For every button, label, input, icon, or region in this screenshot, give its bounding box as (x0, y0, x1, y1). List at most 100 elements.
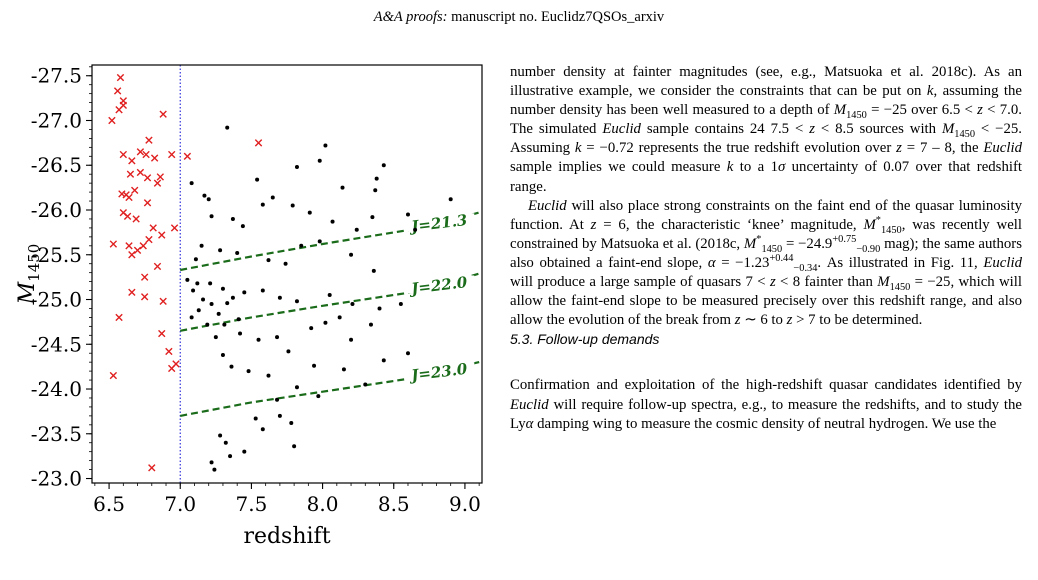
contour-label-bg (404, 213, 475, 232)
cross-marker (156, 173, 165, 181)
dot-marker (240, 224, 245, 229)
y-tick-label: -26.0 (31, 198, 82, 222)
dot-marker (208, 281, 213, 286)
dot-marker (275, 397, 280, 402)
cross-marker (133, 246, 142, 254)
dot-marker (218, 433, 223, 438)
y-tick-label: -23.5 (31, 422, 82, 446)
dot-marker (363, 382, 368, 387)
paragraph-follow-up: Confirmation and exploitation of the hig… (510, 377, 1022, 432)
dot-marker (381, 163, 386, 168)
dot-marker (238, 331, 243, 336)
dot-marker (294, 165, 299, 170)
cross-marker (145, 136, 153, 144)
x-tick-label: 6.5 (93, 492, 125, 516)
dot-marker (289, 421, 294, 426)
cross-marker (108, 116, 116, 125)
cross-marker (115, 313, 123, 322)
dot-marker (398, 301, 403, 306)
dot-marker (242, 449, 247, 454)
dot-marker (349, 252, 354, 257)
cross-marker (109, 371, 118, 380)
y-tick-label: -23.0 (31, 467, 82, 491)
dot-marker (448, 197, 453, 202)
dot-marker (201, 297, 206, 302)
paragraph-faint-end: Euclid will also place strong constraint… (510, 197, 1023, 329)
cross-marker (143, 174, 152, 182)
dot-marker (213, 335, 218, 340)
y-tick-label: -27.5 (31, 64, 82, 88)
cross-marker (143, 199, 152, 207)
contour-label-bg (404, 275, 475, 294)
dot-marker (256, 337, 261, 342)
dot-marker (286, 349, 291, 354)
dot-marker (205, 322, 210, 327)
y-tick-label: -27.0 (31, 108, 82, 132)
dot-marker (260, 288, 265, 293)
contour-label-bg (404, 362, 475, 381)
dot-marker (405, 212, 410, 217)
dot-marker (317, 158, 322, 163)
plot-frame (91, 64, 483, 484)
paragraph-number-density: number density at fainter magnitudes (se… (510, 64, 1023, 195)
dot-marker (255, 177, 260, 182)
dot-marker (323, 143, 328, 148)
y-tick-label: -24.0 (31, 377, 82, 401)
cross-marker (140, 273, 149, 281)
journal-label: A&A proofs: (373, 9, 448, 25)
dot-marker (312, 363, 317, 368)
running-head: A&A proofs: manuscript no. Euclidz7QSOs_… (0, 9, 1038, 26)
dot-marker (294, 299, 299, 304)
cross-marker (125, 193, 133, 202)
dot-marker (413, 227, 418, 232)
dot-marker (235, 250, 240, 255)
dot-marker (228, 454, 233, 459)
dot-marker (222, 322, 227, 327)
cross-marker (119, 150, 128, 159)
cross-marker (125, 242, 133, 250)
cross-marker (142, 150, 150, 159)
cross-marker (165, 347, 173, 356)
dot-marker (230, 295, 235, 300)
cross-marker (168, 150, 176, 159)
dot-marker (266, 258, 271, 263)
cross-marker (136, 148, 145, 156)
dot-marker (230, 216, 235, 221)
cross-marker (170, 224, 179, 232)
dot-marker (327, 293, 332, 298)
dot-marker (253, 416, 258, 421)
dot-marker (373, 188, 378, 193)
dot-marker (216, 311, 221, 316)
cross-marker (254, 139, 263, 147)
dot-marker (225, 125, 230, 130)
x-tick-label: 7.5 (236, 492, 268, 516)
dot-marker (349, 337, 354, 342)
cross-marker (148, 464, 156, 472)
dot-marker (260, 427, 265, 432)
dot-marker (266, 373, 271, 378)
cross-marker (159, 297, 167, 305)
dot-marker (209, 214, 214, 219)
cross-marker (128, 157, 136, 165)
x-tick-label: 8.0 (307, 492, 339, 516)
cross-marker (132, 215, 140, 223)
y-tick-label: -25.5 (31, 243, 82, 267)
dot-marker (185, 277, 190, 282)
dot-marker (260, 202, 265, 207)
cross-marker (150, 154, 159, 162)
dot-marker (381, 358, 386, 363)
cross-marker (149, 224, 157, 232)
dot-marker (246, 369, 251, 374)
dot-marker (317, 239, 322, 244)
y-tick-label: -24.5 (31, 332, 82, 356)
dot-marker (225, 301, 230, 306)
dot-marker (220, 286, 225, 291)
cross-marker (128, 251, 136, 259)
dot-marker (299, 243, 304, 248)
dot-marker (189, 315, 194, 320)
cross-marker (183, 152, 192, 160)
y-axis-label: M1450 (15, 244, 43, 306)
cross-marker (131, 186, 139, 195)
dot-marker (307, 210, 312, 215)
cross-marker (109, 240, 118, 248)
